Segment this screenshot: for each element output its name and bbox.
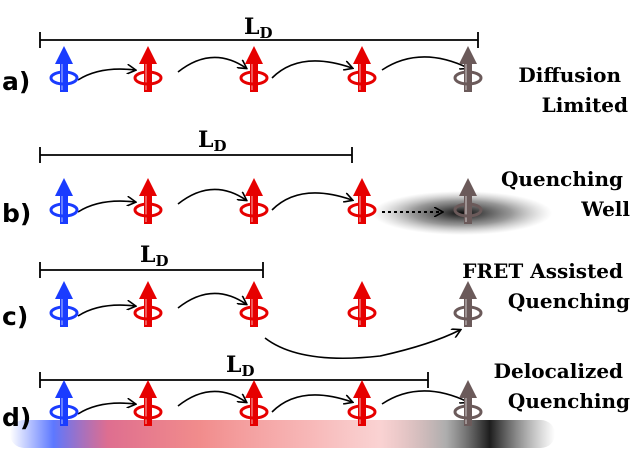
description-c: FRET Assisted Quenching — [462, 259, 630, 313]
diffusion-length-label-d: LD — [226, 352, 254, 380]
spin-gray-icon — [453, 281, 483, 327]
spin-red-icon — [347, 281, 377, 327]
spin-red-icon — [239, 380, 269, 426]
diffusion-length-bar-a — [39, 32, 479, 48]
spin-red-icon — [133, 178, 163, 224]
spin-red-icon — [239, 281, 269, 327]
spin-layer — [49, 46, 483, 426]
spin-gray-icon — [453, 380, 483, 426]
diffusion-length-label-c: LD — [140, 242, 168, 270]
hop-arrows-a — [77, 56, 468, 81]
row-label-a: a) — [2, 67, 30, 96]
spin-blue-icon — [49, 46, 79, 92]
hop-arrows-d — [77, 390, 468, 415]
diffusion-length-bar-c — [39, 262, 264, 278]
spin-red-icon — [133, 46, 163, 92]
spin-blue-icon — [49, 380, 79, 426]
spin-red-icon — [133, 281, 163, 327]
quenching-well-glow — [372, 191, 552, 235]
row-label-d: d) — [2, 403, 31, 432]
spin-red-icon — [239, 178, 269, 224]
diffusion-length-label-b: LD — [198, 127, 226, 155]
description-a: Diffusion Limited — [518, 63, 628, 117]
spin-red-icon — [347, 46, 377, 92]
description-b: Quenching Well — [501, 167, 630, 221]
hop-arrows-b — [77, 188, 352, 213]
spin-gray-icon — [453, 46, 483, 92]
diffusion-length-label-a: LD — [244, 14, 272, 42]
spin-red-icon — [133, 380, 163, 426]
spin-blue-icon — [49, 178, 79, 224]
row-label-c: c) — [2, 302, 28, 331]
spin-gray-icon — [453, 178, 483, 224]
hop-arrows-c — [77, 292, 460, 360]
spin-blue-icon — [49, 281, 79, 327]
delocalized-glow — [10, 420, 555, 448]
spin-red-icon — [239, 46, 269, 92]
spin-red-icon — [347, 178, 377, 224]
description-d: Delocalized Quenching — [494, 359, 630, 413]
row-label-b: b) — [2, 199, 31, 228]
spin-red-icon — [347, 380, 377, 426]
diffusion-length-bar-b — [39, 147, 353, 163]
diffusion-length-bar-d — [39, 372, 429, 388]
